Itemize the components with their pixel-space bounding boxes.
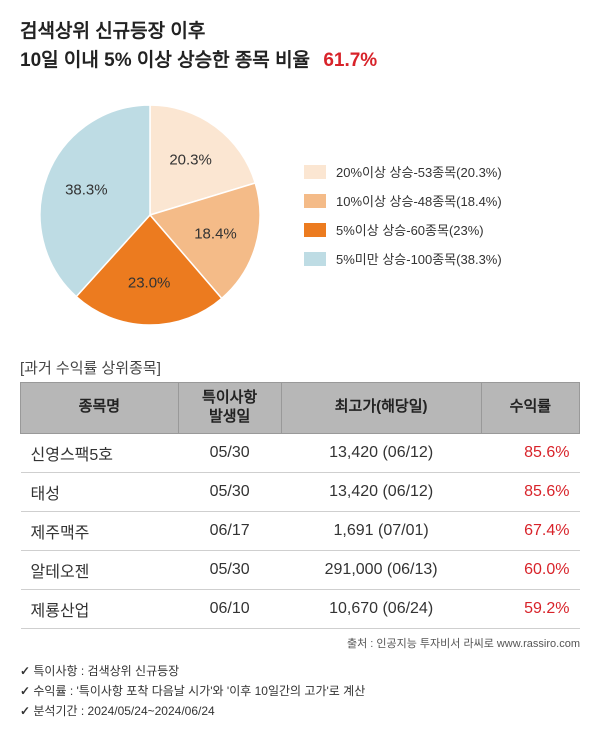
table-cell: 05/30 — [178, 433, 281, 472]
legend-item: 10%이상 상승-48종목(18.4%) — [304, 191, 580, 210]
pie-slice-label: 20.3% — [169, 152, 212, 169]
table-cell: 1,691 (07/01) — [281, 511, 481, 550]
legend-label: 5%미만 상승-100종목(38.3%) — [336, 249, 502, 268]
returns-table: 종목명특이사항발생일최고가(해당일)수익률 신영스팩5호05/3013,420 … — [20, 382, 580, 629]
table-cell: 05/30 — [178, 550, 281, 589]
table-cell: 59.2% — [481, 589, 579, 628]
table-cell: 제주맥주 — [21, 511, 179, 550]
table-cell: 13,420 (06/12) — [281, 472, 481, 511]
table-cell: 85.6% — [481, 472, 579, 511]
table-header-cell: 최고가(해당일) — [281, 383, 481, 434]
pie-chart: 20.3% 18.4% 23.0% 38.3% — [20, 85, 280, 345]
table-header-cell: 종목명 — [21, 383, 179, 434]
table-cell: 85.6% — [481, 433, 579, 472]
table-cell: 제룡산업 — [21, 589, 179, 628]
table-cell: 10,670 (06/24) — [281, 589, 481, 628]
legend-swatch — [304, 252, 326, 266]
table-header-row: 종목명특이사항발생일최고가(해당일)수익률 — [21, 383, 580, 434]
table-header-cell: 특이사항발생일 — [178, 383, 281, 434]
legend-label: 5%이상 상승-60종목(23%) — [336, 220, 484, 239]
legend-label: 10%이상 상승-48종목(18.4%) — [336, 191, 502, 210]
note-line: 수익률 : '특이사항 포착 다음날 시가'와 '이후 10일간의 고가'로 계… — [20, 681, 580, 701]
pie-slice-label: 23.0% — [128, 275, 171, 292]
table-cell: 06/17 — [178, 511, 281, 550]
title-highlight: 61.7% — [323, 50, 377, 71]
table-cell: 알테오젠 — [21, 550, 179, 589]
table-body: 신영스팩5호05/3013,420 (06/12)85.6%태성05/3013,… — [21, 433, 580, 628]
legend-swatch — [304, 223, 326, 237]
table-header-cell: 수익률 — [481, 383, 579, 434]
legend-label: 20%이상 상승-53종목(20.3%) — [336, 162, 502, 181]
table-cell: 06/10 — [178, 589, 281, 628]
legend-item: 20%이상 상승-53종목(20.3%) — [304, 162, 580, 181]
legend-item: 5%미만 상승-100종목(38.3%) — [304, 249, 580, 268]
table-row: 태성05/3013,420 (06/12)85.6% — [21, 472, 580, 511]
table-row: 제룡산업06/1010,670 (06/24)59.2% — [21, 589, 580, 628]
note-line: 특이사항 : 검색상위 신규등장 — [20, 661, 580, 681]
pie-slice-label: 18.4% — [194, 226, 237, 243]
table-cell: 60.0% — [481, 550, 579, 589]
table-section-label: [과거 수익률 상위종목] — [20, 357, 580, 378]
table-cell: 291,000 (06/13) — [281, 550, 481, 589]
table-row: 신영스팩5호05/3013,420 (06/12)85.6% — [21, 433, 580, 472]
table-cell: 05/30 — [178, 472, 281, 511]
table-row: 알테오젠05/30291,000 (06/13)60.0% — [21, 550, 580, 589]
notes-block: 특이사항 : 검색상위 신규등장수익률 : '특이사항 포착 다음날 시가'와 … — [20, 661, 580, 722]
table-cell: 13,420 (06/12) — [281, 433, 481, 472]
title-block: 검색상위 신규등장 이후 10일 이내 5% 이상 상승한 종목 비율 61.7… — [20, 18, 580, 75]
chart-row: 20.3% 18.4% 23.0% 38.3% 20%이상 상승-53종목(20.3%… — [20, 85, 580, 345]
table-cell: 67.4% — [481, 511, 579, 550]
title-line-1: 검색상위 신규등장 이후 — [20, 18, 580, 47]
pie-slice-label: 38.3% — [65, 182, 108, 199]
table-cell: 신영스팩5호 — [21, 433, 179, 472]
note-line: 분석기간 : 2024/05/24~2024/06/24 — [20, 701, 580, 721]
title-line-2-text: 10일 이내 5% 이상 상승한 종목 비율 — [20, 50, 310, 71]
source-line: 출처 : 인공지능 투자비서 라씨로 www.rassiro.com — [20, 635, 580, 651]
pie-legend: 20%이상 상승-53종목(20.3%) 10%이상 상승-48종목(18.4%)… — [280, 152, 580, 278]
table-row: 제주맥주06/171,691 (07/01)67.4% — [21, 511, 580, 550]
title-line-2: 10일 이내 5% 이상 상승한 종목 비율 61.7% — [20, 47, 580, 76]
table-cell: 태성 — [21, 472, 179, 511]
legend-swatch — [304, 194, 326, 208]
legend-item: 5%이상 상승-60종목(23%) — [304, 220, 580, 239]
legend-swatch — [304, 165, 326, 179]
